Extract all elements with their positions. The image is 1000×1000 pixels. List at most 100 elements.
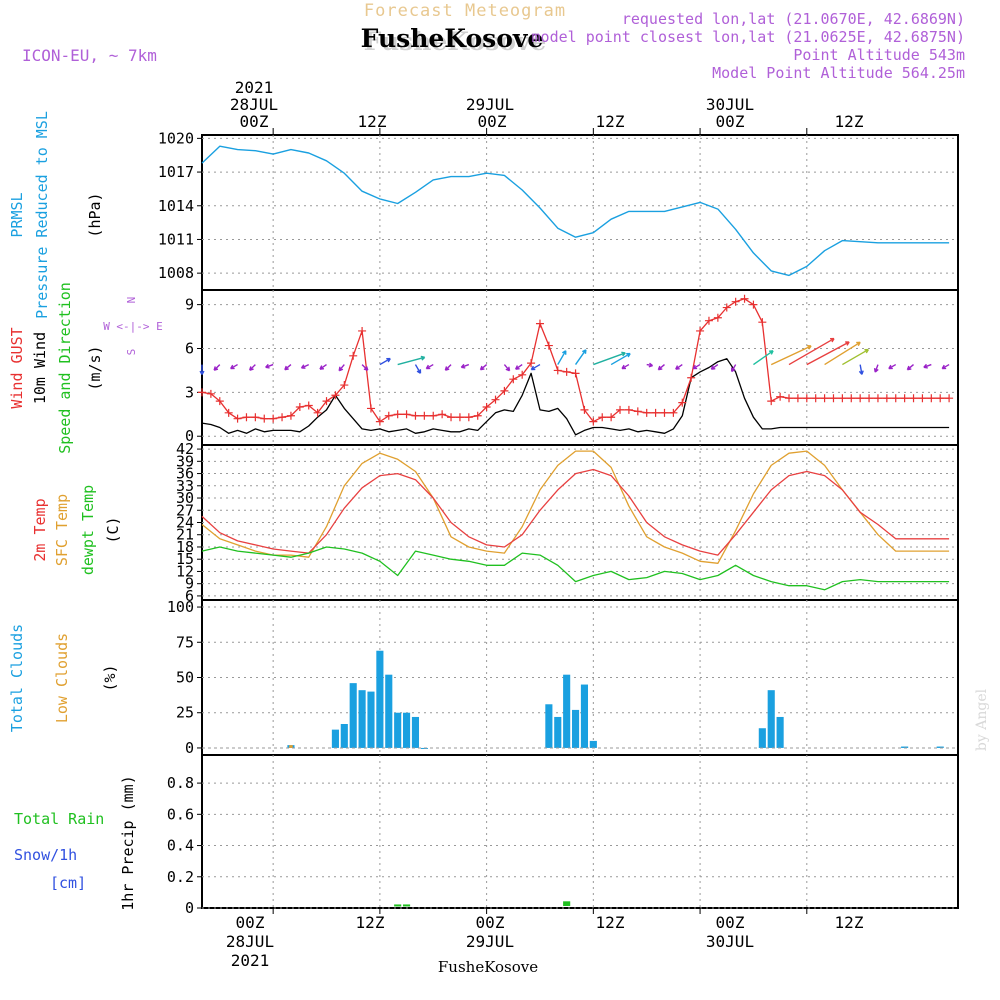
gust-marker-27: [429, 411, 438, 420]
wind-arrow-41: [906, 364, 914, 371]
gust-marker-40: [544, 341, 553, 350]
gust-marker-53: [660, 408, 669, 417]
t2m-label: 2m Temp: [31, 498, 49, 561]
ytick-label-4-3: 50: [176, 669, 194, 687]
gust-marker-54: [669, 408, 678, 417]
gust-marker-14: [313, 408, 322, 417]
wind-arrow-26: [646, 362, 654, 368]
gust-marker-28: [438, 410, 447, 419]
cloud-bar-6: [367, 691, 375, 748]
location-shadow: FusheKosove: [364, 27, 547, 56]
gust-marker-76: [865, 394, 874, 403]
wind-direction-label: Speed and Direction: [56, 282, 74, 454]
top-tick-label-2: 12Z: [358, 112, 387, 131]
wind-arrow-43: [941, 363, 950, 370]
bottom-year-label: 2021: [231, 951, 270, 970]
ytick-label-2-2: 3: [185, 383, 194, 401]
gust-marker-22: [384, 411, 393, 420]
wind-arrow-18: [503, 364, 511, 372]
ytick-label-5-1: 0: [185, 899, 194, 917]
ytick-label-3-5: 18: [176, 538, 194, 556]
wind-arrow-40: [888, 363, 897, 370]
gust-marker-66: [776, 392, 785, 401]
gust-marker-51: [642, 408, 651, 417]
ytick-label-1-4: 1017: [158, 163, 194, 181]
cloud-bar-16: [571, 709, 580, 748]
gust-marker-61: [731, 297, 740, 306]
gust-marker-78: [882, 394, 891, 403]
gust-marker-4: [224, 408, 233, 417]
gust-marker-79: [891, 394, 900, 403]
gust-marker-74: [847, 394, 856, 403]
dewpt-label: dewpt Temp: [79, 485, 97, 575]
gust-marker-48: [616, 405, 625, 414]
gust-marker-31: [464, 413, 473, 422]
pressure-line: [201, 145, 950, 277]
gust-marker-60: [722, 303, 731, 312]
wind-arrow-2: [213, 364, 221, 371]
gust-marker-41: [553, 366, 562, 375]
gust-marker-42: [562, 367, 571, 376]
ytick-label-2-3: 6: [185, 339, 194, 357]
cloud-bar-8: [385, 674, 393, 748]
cloud-bar-14: [554, 716, 562, 748]
ytick-label-2-1: 0: [185, 427, 194, 445]
rain-bar-3: [563, 901, 571, 906]
wind-arrow-10: [361, 364, 369, 371]
gust-marker-62: [740, 294, 749, 303]
cloud-bar-2: [331, 729, 339, 748]
gust-marker-10: [278, 413, 287, 422]
gust-marker-45: [589, 417, 598, 426]
gust-marker-73: [838, 394, 847, 403]
top-year-label: 2021: [235, 78, 274, 97]
gust-marker-12: [295, 402, 304, 411]
wind-arrow-20: [530, 363, 541, 371]
cloud-bar-18: [589, 740, 597, 748]
gust-marker-30: [455, 413, 464, 422]
top-tick-label-4: 12Z: [596, 112, 625, 131]
wind-arrow-31: [730, 364, 737, 373]
gust-marker-33: [482, 402, 491, 411]
bottom-tick-label-1: 00Z: [236, 913, 265, 932]
cloud-bar-20: [767, 690, 775, 748]
wind-speed-line: [201, 358, 950, 436]
wind-arrow-13: [414, 364, 422, 374]
ytick-label-4-2: 25: [176, 704, 194, 722]
gust-marker-24: [402, 410, 411, 419]
ytick-label-3-8: 27: [176, 501, 194, 519]
wind-arrow-15: [444, 364, 452, 371]
ytick-label-3-12: 39: [176, 452, 194, 470]
cloud-bar-13: [545, 704, 553, 748]
gust-marker-1: [198, 388, 206, 397]
ytick-label-3-11: 36: [176, 465, 194, 483]
gust-marker-17: [340, 381, 349, 390]
gust-marker-5: [233, 414, 242, 423]
ytick-label-1-1: 1008: [158, 264, 194, 282]
gust-marker-84: [936, 394, 945, 403]
wind-arrow-38: [858, 364, 864, 375]
gust-marker-34: [491, 395, 500, 404]
gust-marker-75: [856, 394, 865, 403]
cloud-bar-5: [358, 690, 366, 748]
gust-marker-56: [687, 373, 696, 382]
gust-marker-38: [527, 359, 536, 368]
wind-arrow-35: [806, 341, 850, 366]
top-tick-label-5: 00Z: [716, 112, 745, 131]
ytick-label-3-4: 15: [176, 550, 194, 568]
ytick-label-3-6: 21: [176, 526, 194, 544]
ytick-label-4-1: 0: [185, 739, 194, 757]
top-tick-label-1: 00Z: [240, 112, 269, 131]
bottom-tick-label-2: 12Z: [356, 913, 385, 932]
wind-arrow-16: [460, 363, 470, 369]
gust-marker-36: [509, 375, 518, 384]
gust-marker-9: [269, 414, 278, 423]
gust-marker-68: [793, 394, 802, 403]
pressure-label-2: Pressure Reduced to MSL: [33, 111, 51, 319]
gust-marker-32: [473, 411, 482, 420]
bottom-tick-label-4: 12Z: [596, 913, 625, 932]
panel-frame-1: [201, 134, 959, 291]
gust-marker-49: [624, 405, 633, 414]
wind-arrow-37: [842, 348, 869, 366]
ytick-label-1-5: 1020: [158, 129, 194, 147]
